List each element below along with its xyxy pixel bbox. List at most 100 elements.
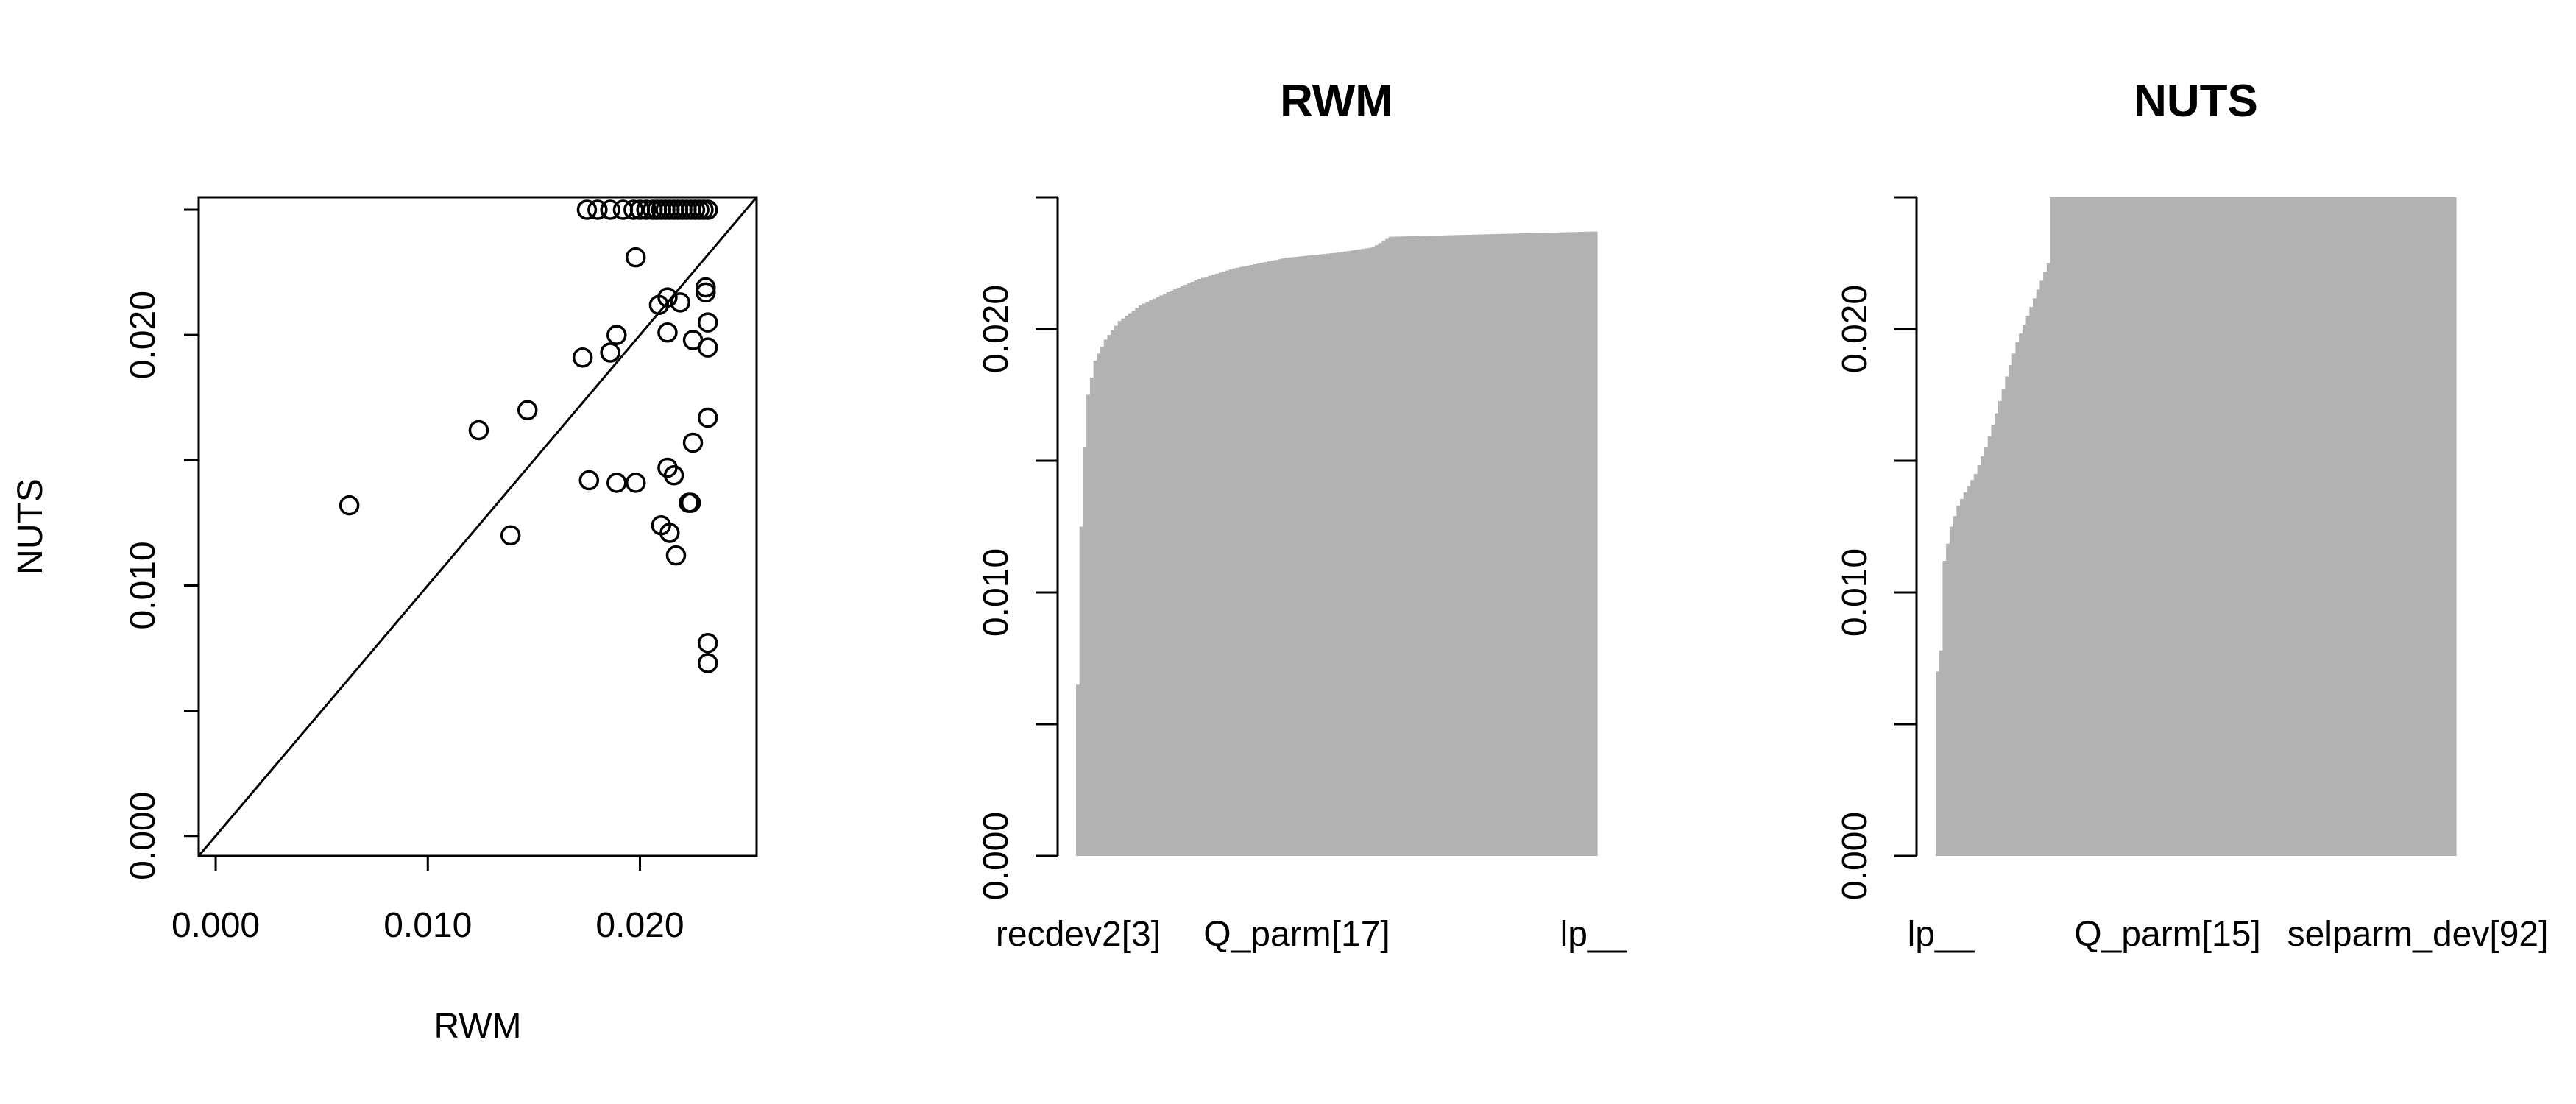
nuts-bar: [2279, 197, 2283, 856]
rwm-bar: [1135, 308, 1139, 856]
rwm-bar: [1357, 249, 1362, 856]
nuts-bar: [2445, 197, 2450, 856]
nuts-bar: [2421, 197, 2426, 856]
rwm-bar: [1270, 261, 1275, 856]
scatter-plot-box: [197, 196, 758, 857]
nuts-bar: [2161, 197, 2165, 856]
nuts-bar: [1953, 516, 1957, 856]
nuts-bar: [1959, 498, 1964, 856]
rwm-bar: [1163, 294, 1167, 856]
nuts-bar: [2064, 197, 2068, 856]
rwm-bar: [1434, 236, 1438, 856]
y-axis-title: NUTS: [11, 478, 50, 575]
nuts-bar: [2366, 197, 2370, 856]
rwm-bar: [1323, 254, 1327, 856]
rwm-bar: [1521, 233, 1525, 856]
nuts-bar: [2296, 197, 2301, 856]
nuts-bar: [2386, 197, 2391, 856]
y-tick-label: 0.010: [124, 541, 163, 629]
rwm-bar: [1524, 233, 1529, 856]
rwm-bar: [1305, 255, 1309, 856]
rwm-bar: [1354, 250, 1358, 857]
rwm-bar: [1312, 255, 1317, 856]
scatter-point: [663, 464, 684, 486]
rwm-bar: [1083, 447, 1087, 856]
rwm-bar: [1493, 234, 1497, 856]
rwm-bar: [1489, 234, 1493, 856]
rwm-bar: [1409, 236, 1414, 856]
rwm-bar: [1426, 236, 1432, 856]
rwm-panel-title: RWM: [1280, 76, 1393, 127]
rwm-bar: [1590, 231, 1594, 856]
nuts-bars: [1936, 197, 2457, 857]
rwm-bar: [1381, 241, 1386, 857]
nuts-bar: [2355, 197, 2360, 856]
nuts-bar: [2088, 197, 2092, 856]
rwm-bar: [1350, 250, 1355, 856]
nuts-bar: [1977, 464, 1981, 856]
rwm-bar: [1475, 234, 1480, 856]
rwm-bar: [1402, 236, 1406, 856]
nuts-bar: [2321, 197, 2325, 856]
rwm-bar: [1076, 684, 1080, 856]
nuts-bar: [2404, 197, 2408, 856]
nuts-bar: [2226, 197, 2232, 856]
nuts-bar: [2119, 197, 2124, 856]
rwm-bar: [1538, 233, 1543, 856]
nuts-bar: [2254, 197, 2259, 856]
scatter-point: [665, 545, 687, 566]
nuts-bar: [2362, 197, 2367, 856]
rwm-y-axis: 0.000 0.010 0.020: [977, 196, 1059, 900]
rwm-bar: [1496, 233, 1501, 856]
nuts-bar: [2432, 197, 2436, 856]
nuts-bar: [2452, 197, 2457, 856]
nuts-bar: [1991, 425, 1995, 856]
rwm-bar: [1236, 267, 1240, 856]
nuts-bar: [2060, 197, 2064, 856]
scatter-point: [697, 337, 718, 358]
rwm-bar: [1218, 272, 1222, 856]
nuts-bar: [2098, 197, 2103, 856]
nuts-bar: [2165, 197, 2169, 856]
rwm-bar: [1555, 232, 1560, 857]
rwm-bar: [1472, 234, 1476, 856]
nuts-bar: [2396, 197, 2402, 856]
rwm-bar: [1107, 335, 1111, 856]
rwm-bar: [1461, 235, 1466, 857]
rwm-bar: [1347, 251, 1351, 857]
nuts-bar: [2262, 197, 2266, 856]
x-tick-label: 0.020: [595, 906, 684, 945]
rwm-bar: [1385, 238, 1390, 857]
scatter-points: [339, 199, 718, 673]
nuts-x-tick-label: Q_parm[15]: [2074, 915, 2260, 954]
rwm-bar: [1337, 252, 1341, 856]
rwm-bar: [1562, 232, 1567, 856]
nuts-bar: [2123, 197, 2127, 856]
rwm-bar: [1569, 232, 1574, 856]
nuts-bar: [2133, 197, 2137, 856]
rwm-bar: [1507, 233, 1511, 857]
nuts-x-tick-label: selparm_dev[92]: [2287, 915, 2549, 954]
rwm-y-tick-label: 0.000: [977, 812, 1016, 900]
rwm-bar: [1128, 313, 1133, 856]
rwm-bar: [1295, 256, 1299, 857]
rwm-bar: [1388, 236, 1393, 856]
nuts-bar: [1970, 480, 1975, 856]
rwm-bar: [1503, 233, 1507, 856]
nuts-y-tick-label: 0.010: [1836, 548, 1875, 637]
nuts-bar: [2008, 364, 2013, 857]
nuts-bar: [2195, 197, 2200, 856]
x-axis: 0.000 0.010 0.020: [171, 856, 684, 945]
rwm-bar: [1485, 234, 1490, 857]
rwm-bar: [1548, 233, 1553, 856]
rwm-bar: [1572, 232, 1577, 856]
rwm-x-tick-label: Q_parm[17]: [1203, 915, 1390, 954]
rwm-bar: [1444, 235, 1448, 856]
nuts-bar: [2272, 197, 2276, 856]
rwm-bar: [1156, 297, 1160, 856]
rwm-y-tick-label: 0.010: [977, 548, 1016, 637]
nuts-bar: [2053, 197, 2058, 856]
nuts-bar: [2043, 272, 2048, 856]
rwm-bar: [1371, 247, 1376, 856]
